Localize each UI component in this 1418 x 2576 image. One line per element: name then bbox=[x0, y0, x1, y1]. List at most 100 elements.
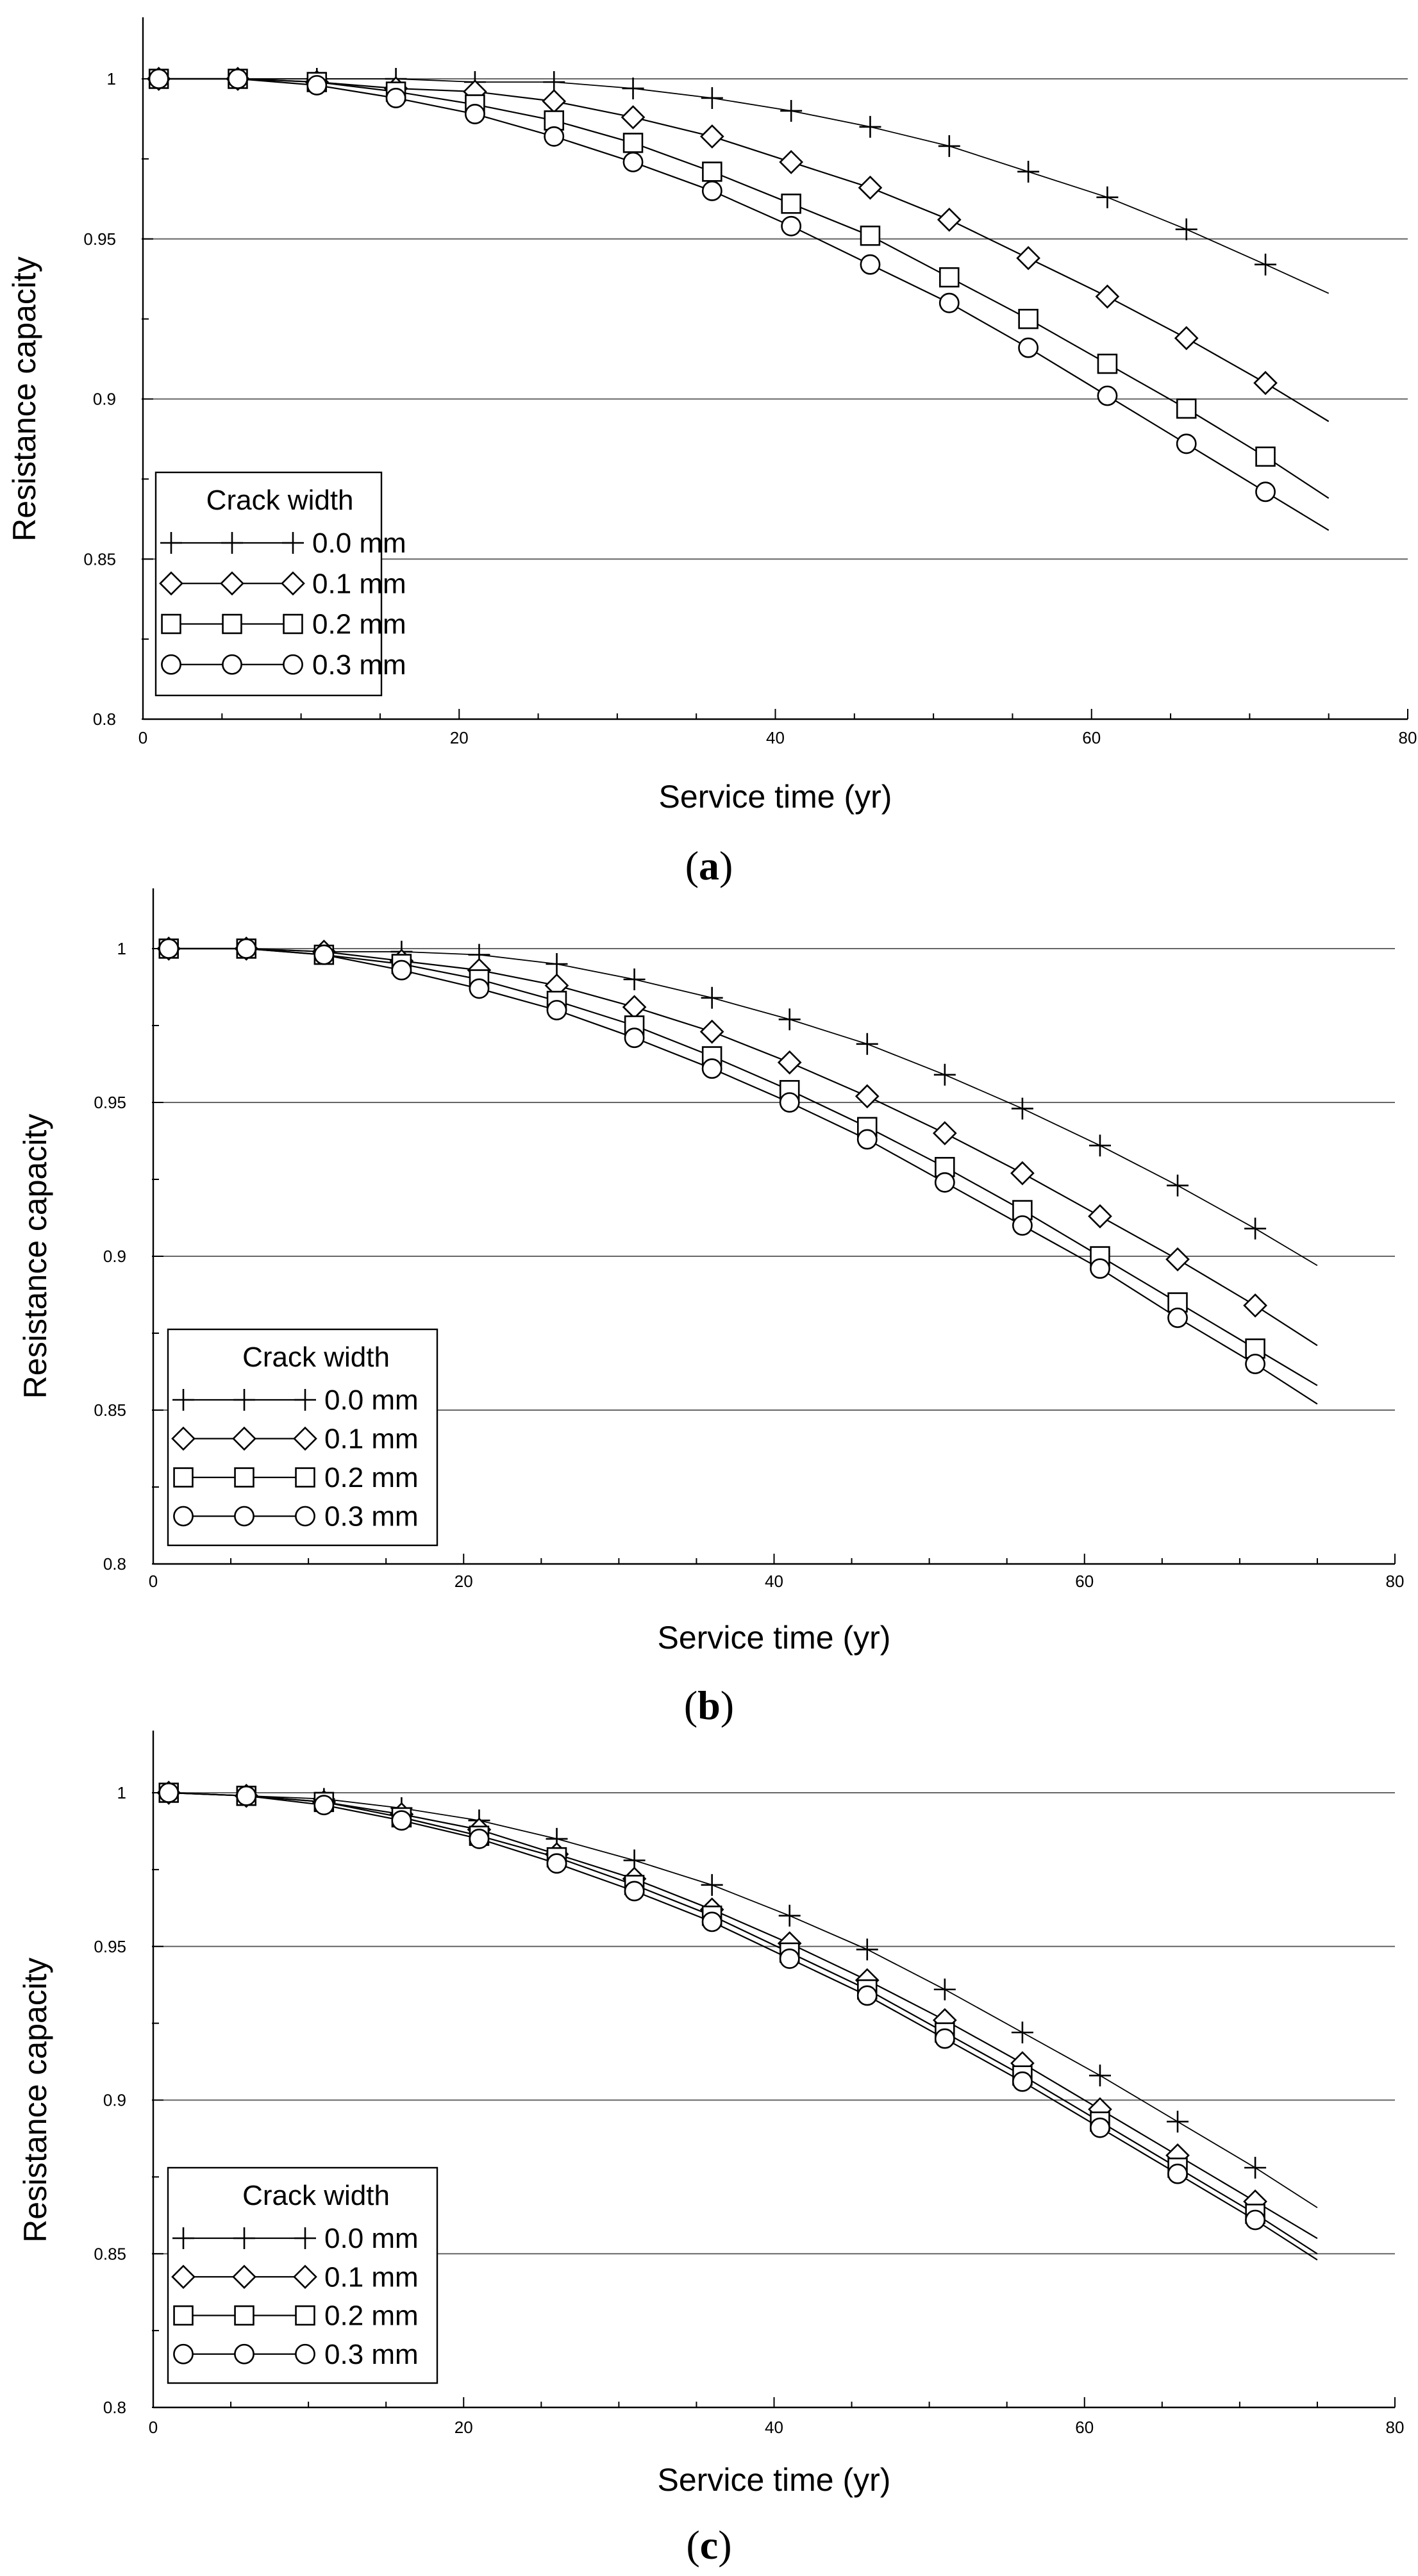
legend-label: 0.2 mm bbox=[312, 609, 406, 640]
legend-marker-square bbox=[283, 613, 303, 635]
panel-caption: (a) bbox=[685, 843, 733, 888]
x-tick-label: 20 bbox=[450, 728, 469, 747]
data-point-circle bbox=[306, 75, 328, 96]
data-point-plus bbox=[933, 1063, 956, 1086]
data-point-plus bbox=[1244, 1217, 1267, 1240]
legend-marker-diamond bbox=[171, 1426, 196, 1451]
data-point-plus bbox=[546, 953, 568, 975]
data-point-diamond bbox=[1095, 284, 1120, 309]
data-point-diamond bbox=[1253, 370, 1278, 395]
y-tick-label: 0.8 bbox=[103, 1554, 126, 1574]
data-point-diamond bbox=[1010, 1161, 1035, 1186]
data-point-circle bbox=[1255, 481, 1276, 503]
caption-letter: c bbox=[700, 2522, 718, 2568]
series-line-plus bbox=[169, 948, 1318, 1267]
legend-marker-square bbox=[161, 613, 181, 635]
x-tick-label: 40 bbox=[766, 728, 785, 747]
data-point-diamond bbox=[1243, 1293, 1267, 1318]
legend-marker-square bbox=[222, 613, 242, 635]
data-point-diamond bbox=[777, 1050, 802, 1075]
data-point-circle bbox=[934, 1172, 955, 1193]
legend-marker-diamond bbox=[220, 571, 244, 596]
data-point-plus bbox=[1167, 2111, 1189, 2133]
legend-label: 0.2 mm bbox=[324, 2300, 419, 2332]
data-point-circle bbox=[624, 1881, 645, 1902]
data-point-diamond bbox=[858, 175, 883, 200]
legend-marker-square bbox=[234, 2305, 254, 2326]
y-tick-label: 1 bbox=[117, 1783, 126, 1802]
data-point-circle bbox=[158, 938, 179, 959]
x-tick-label: 60 bbox=[1075, 1572, 1094, 1591]
caption-open: ( bbox=[685, 843, 699, 888]
data-point-plus bbox=[1089, 2065, 1111, 2087]
data-point-circle bbox=[464, 104, 485, 124]
data-point-plus bbox=[1089, 1134, 1111, 1157]
chart-panel-b: 0.8 0.85 0.9 0.95 1 0 20 40 60 80 Service time (yr… bbox=[17, 888, 1404, 1728]
legend-marker-plus bbox=[233, 1389, 255, 1411]
legend-label: 0.0 mm bbox=[324, 1384, 419, 1416]
data-point-diamond bbox=[622, 995, 647, 1020]
data-point-diamond bbox=[855, 1084, 880, 1109]
data-point-diamond bbox=[1016, 245, 1040, 270]
data-point-diamond bbox=[1174, 326, 1199, 351]
series-line-circle bbox=[158, 78, 1330, 531]
y-tick-label: 0.8 bbox=[103, 2398, 126, 2417]
data-point-circle bbox=[469, 1829, 490, 1849]
data-point-circle bbox=[856, 1985, 878, 2006]
data-point-plus bbox=[1096, 186, 1119, 208]
y-tick-label: 1 bbox=[117, 939, 126, 958]
data-point-plus bbox=[778, 1008, 801, 1031]
legend-marker-square bbox=[173, 1467, 194, 1488]
data-point-circle bbox=[1012, 1215, 1033, 1236]
data-point-circle bbox=[1012, 2071, 1033, 2092]
legend-marker-circle bbox=[234, 1506, 254, 1527]
legend-label: 0.0 mm bbox=[312, 528, 406, 559]
legend-marker-circle bbox=[173, 1506, 194, 1527]
legend-marker-diamond bbox=[232, 1426, 256, 1451]
data-point-square bbox=[781, 194, 801, 214]
caption-close: ) bbox=[719, 843, 733, 888]
x-axis-label: Service time (yr) bbox=[658, 1620, 891, 1656]
chart-panel-a: 0.8 0.85 0.9 0.95 1 0 20 40 60 80 Service time (yr… bbox=[6, 17, 1417, 888]
data-point-circle bbox=[1176, 433, 1197, 454]
data-point-circle bbox=[938, 292, 960, 313]
data-point-circle bbox=[701, 1911, 722, 1932]
y-tick-label: 0.8 bbox=[93, 710, 116, 729]
data-point-square bbox=[1176, 398, 1197, 419]
series-line-diamond bbox=[169, 1791, 1318, 2239]
y-tick-label: 0.85 bbox=[94, 2244, 126, 2263]
legend-marker-circle bbox=[161, 654, 181, 675]
data-point-circle bbox=[934, 2028, 955, 2049]
data-point-plus bbox=[938, 135, 960, 157]
legend-marker-circle bbox=[234, 2343, 254, 2364]
y-tick-label: 1 bbox=[107, 69, 116, 88]
x-axis-label: Service time (yr) bbox=[659, 779, 892, 815]
legend-marker-square bbox=[295, 2305, 315, 2326]
data-point-circle bbox=[779, 1092, 800, 1113]
data-point-plus bbox=[859, 115, 881, 138]
data-point-circle bbox=[701, 180, 722, 201]
series-line-square bbox=[169, 947, 1318, 1386]
legend-label: 0.1 mm bbox=[312, 568, 406, 599]
data-point-plus bbox=[1167, 1174, 1189, 1197]
y-tick-label: 0.95 bbox=[94, 1937, 126, 1956]
data-point-circle bbox=[385, 88, 406, 108]
series-line-circle bbox=[169, 947, 1318, 1405]
legend-marker-diamond bbox=[159, 571, 183, 596]
y-tick-label: 0.9 bbox=[103, 2091, 126, 2110]
data-point-circle bbox=[860, 254, 881, 275]
data-point-circle bbox=[1090, 2117, 1110, 2138]
data-point-circle bbox=[391, 1810, 412, 1831]
y-tick-label: 0.9 bbox=[103, 1247, 126, 1266]
x-tick-label: 80 bbox=[1386, 2418, 1405, 2437]
legend-marker-square bbox=[234, 1467, 254, 1488]
data-point-circle bbox=[701, 1058, 722, 1079]
data-point-plus bbox=[701, 1874, 723, 1896]
data-point-circle bbox=[1097, 385, 1118, 406]
legend-marker-circle bbox=[173, 2343, 194, 2364]
series-line-diamond bbox=[169, 947, 1318, 1347]
legend-marker-plus bbox=[282, 532, 304, 554]
data-point-circle bbox=[236, 1785, 257, 1806]
x-tick-label: 20 bbox=[455, 2418, 473, 2437]
data-point-plus bbox=[856, 1938, 878, 1961]
